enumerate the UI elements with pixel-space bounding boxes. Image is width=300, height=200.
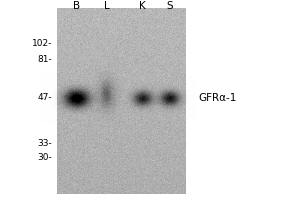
Text: B: B (73, 1, 80, 11)
Text: 33-: 33- (38, 140, 52, 148)
Text: GFRα-1: GFRα-1 (198, 93, 236, 103)
Text: K: K (139, 1, 146, 11)
Text: 47-: 47- (38, 94, 52, 102)
Text: S: S (166, 1, 173, 11)
Text: 30-: 30- (38, 154, 52, 162)
Text: 102-: 102- (32, 40, 52, 48)
Text: 81-: 81- (38, 55, 52, 64)
Text: L: L (103, 1, 109, 11)
